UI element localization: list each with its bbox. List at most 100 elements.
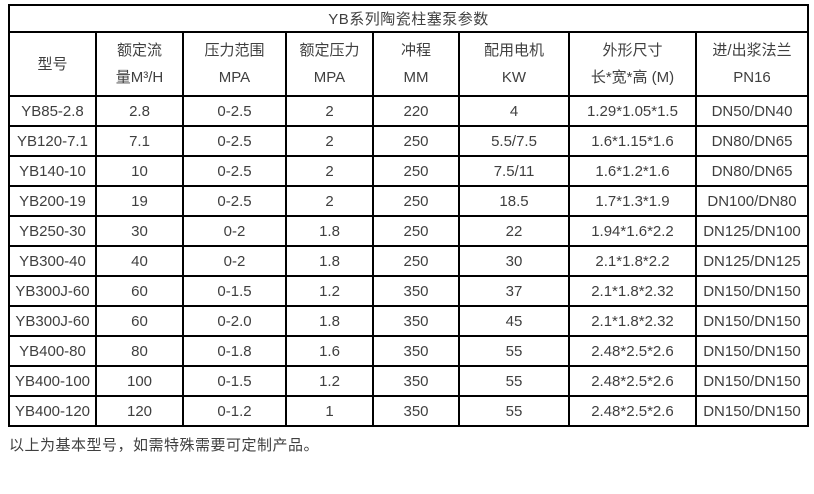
- table-cell: 350: [372, 365, 460, 397]
- table-cell: 2: [285, 185, 374, 217]
- table-row: YB300J-60 60 0-2.0 1.8 350 45 2.1*1.8*2.32 DN15…: [8, 305, 810, 337]
- table-cell: 1.6*1.2*1.6: [568, 155, 697, 187]
- table-cell: 250: [372, 245, 460, 277]
- table-cell: 100: [95, 365, 184, 397]
- table-cell: 7.5/11: [458, 155, 570, 187]
- table-cell: DN150/DN150: [694, 365, 810, 397]
- table-cell: 7.1: [95, 125, 184, 157]
- table-cell: 0-2.5: [182, 155, 287, 187]
- table-cell: 0-1.2: [182, 395, 287, 427]
- column-header-dimensions: 外形尺寸 长*宽*高 (M): [568, 31, 697, 97]
- table-cell: 30: [95, 215, 184, 247]
- table-cell: YB300J-60: [8, 275, 97, 307]
- table-cell: 30: [458, 245, 570, 277]
- column-header-unit: PN16: [733, 69, 771, 86]
- table-cell: DN150/DN150: [694, 275, 810, 307]
- table-row: YB120-7.1 7.1 0-2.5 2 250 5.5/7.5 1.6*1.15*1.6…: [8, 125, 810, 157]
- table-cell: DN80/DN65: [694, 125, 810, 157]
- table-cell: 0-2: [182, 215, 287, 247]
- table-cell: 1.8: [285, 245, 374, 277]
- table-cell: YB140-10: [8, 155, 97, 187]
- table-cell: 0-2: [182, 245, 287, 277]
- table-cell: 4: [458, 95, 570, 127]
- table-cell: 350: [372, 395, 460, 427]
- table-cell: YB85-2.8: [8, 95, 97, 127]
- table-cell: 120: [95, 395, 184, 427]
- table-title: YB系列陶瓷柱塞泵参数: [7, 4, 810, 33]
- title-row: YB系列陶瓷柱塞泵参数: [7, 4, 810, 33]
- table-cell: 220: [372, 95, 460, 127]
- table-cell: 2: [285, 125, 374, 157]
- pump-spec-table: YB系列陶瓷柱塞泵参数 型号 额定流 量M³/H 压力范围 MPA 额定压力 M…: [7, 4, 810, 427]
- table-cell: 2: [285, 155, 374, 187]
- table-cell: 1.2: [285, 275, 374, 307]
- column-header-motor: 配用电机 KW: [458, 31, 570, 97]
- table-row: YB400-80 80 0-1.8 1.6 350 55 2.48*2.5*2.6 DN150…: [8, 335, 810, 367]
- column-header-unit: MM: [403, 69, 429, 86]
- column-header-flange: 进/出浆法兰 PN16: [694, 31, 810, 97]
- table-cell: 1.7*1.3*1.9: [568, 185, 697, 217]
- table-row: YB200-19 19 0-2.5 2 250 18.5 1.7*1.3*1.9 DN100/…: [8, 185, 810, 217]
- column-header-unit: KW: [501, 69, 527, 86]
- table-cell: 1.6*1.15*1.6: [568, 125, 697, 157]
- table-cell: 250: [372, 125, 460, 157]
- footnote: 以上为基本型号，如需特殊需要可定制产品。: [9, 437, 320, 454]
- table-cell: 250: [372, 215, 460, 247]
- table-row: YB250-30 30 0-2 1.8 250 22 1.94*1.6*2.2 DN125/D…: [8, 215, 810, 247]
- table-row: YB85-2.8 2.8 0-2.5 2 220 4 1.29*1.05*1.5 DN50/D…: [8, 95, 810, 127]
- table-cell: 1.8: [285, 305, 374, 337]
- table-cell: 0-1.5: [182, 275, 287, 307]
- table-cell: DN150/DN150: [694, 335, 810, 367]
- table-cell: 19: [95, 185, 184, 217]
- table-cell: 350: [372, 305, 460, 337]
- table-cell: DN100/DN80: [694, 185, 810, 217]
- table-cell: 55: [458, 365, 570, 397]
- column-header-label: 外形尺寸: [602, 42, 663, 59]
- table-cell: DN50/DN40: [694, 95, 810, 127]
- table-cell: 80: [95, 335, 184, 367]
- table-cell: YB120-7.1: [8, 125, 97, 157]
- table-cell: 2.1*1.8*2.2: [568, 245, 697, 277]
- table-cell: 0-1.8: [182, 335, 287, 367]
- table-cell: YB300-40: [8, 245, 97, 277]
- table-cell: YB400-80: [8, 335, 97, 367]
- column-header-label: 额定流: [116, 42, 162, 59]
- table-cell: 45: [458, 305, 570, 337]
- table-cell: 250: [372, 185, 460, 217]
- column-header-label: 冲程: [400, 42, 431, 59]
- table-cell: 55: [458, 335, 570, 367]
- column-header-label: 额定压力: [299, 42, 360, 59]
- table-cell: 1: [285, 395, 374, 427]
- table-cell: YB300J-60: [8, 305, 97, 337]
- table-cell: 350: [372, 275, 460, 307]
- table-cell: DN80/DN65: [694, 155, 810, 187]
- header-row: 型号 额定流 量M³/H 压力范围 MPA 额定压力 MPA 冲程 MM: [8, 31, 810, 97]
- table-cell: 2.48*2.5*2.6: [568, 395, 697, 427]
- table-cell: 1.94*1.6*2.2: [568, 215, 697, 247]
- table-cell: YB250-30: [8, 215, 97, 247]
- column-header-unit: MPA: [313, 69, 346, 86]
- table-cell: 2.8: [95, 95, 184, 127]
- column-header-rated-pressure: 额定压力 MPA: [285, 31, 374, 97]
- table-cell: YB200-19: [8, 185, 97, 217]
- table-cell: 2: [285, 95, 374, 127]
- table-cell: 350: [372, 335, 460, 367]
- table-cell: DN150/DN150: [694, 305, 810, 337]
- table-row: YB400-100 100 0-1.5 1.2 350 55 2.48*2.5*2.6 DN1…: [8, 365, 810, 397]
- table-cell: 22: [458, 215, 570, 247]
- table-cell: 0-2.5: [182, 95, 287, 127]
- table-cell: 55: [458, 395, 570, 427]
- table-cell: 60: [95, 305, 184, 337]
- table-cell: 1.29*1.05*1.5: [568, 95, 697, 127]
- table-cell: 5.5/7.5: [458, 125, 570, 157]
- table-row: YB140-10 10 0-2.5 2 250 7.5/11 1.6*1.2*1.6 DN80…: [8, 155, 810, 187]
- column-header-label: 型号: [37, 55, 68, 73]
- table-row: YB300J-60 60 0-1.5 1.2 350 37 2.1*1.8*2.32 DN15…: [8, 275, 810, 307]
- table-cell: 0-2.5: [182, 125, 287, 157]
- table-cell: 0-1.5: [182, 365, 287, 397]
- column-header-label: 进/出浆法兰: [712, 42, 792, 59]
- column-header-pressure-range: 压力范围 MPA: [182, 31, 287, 97]
- table-cell: 37: [458, 275, 570, 307]
- table-cell: YB400-120: [8, 395, 97, 427]
